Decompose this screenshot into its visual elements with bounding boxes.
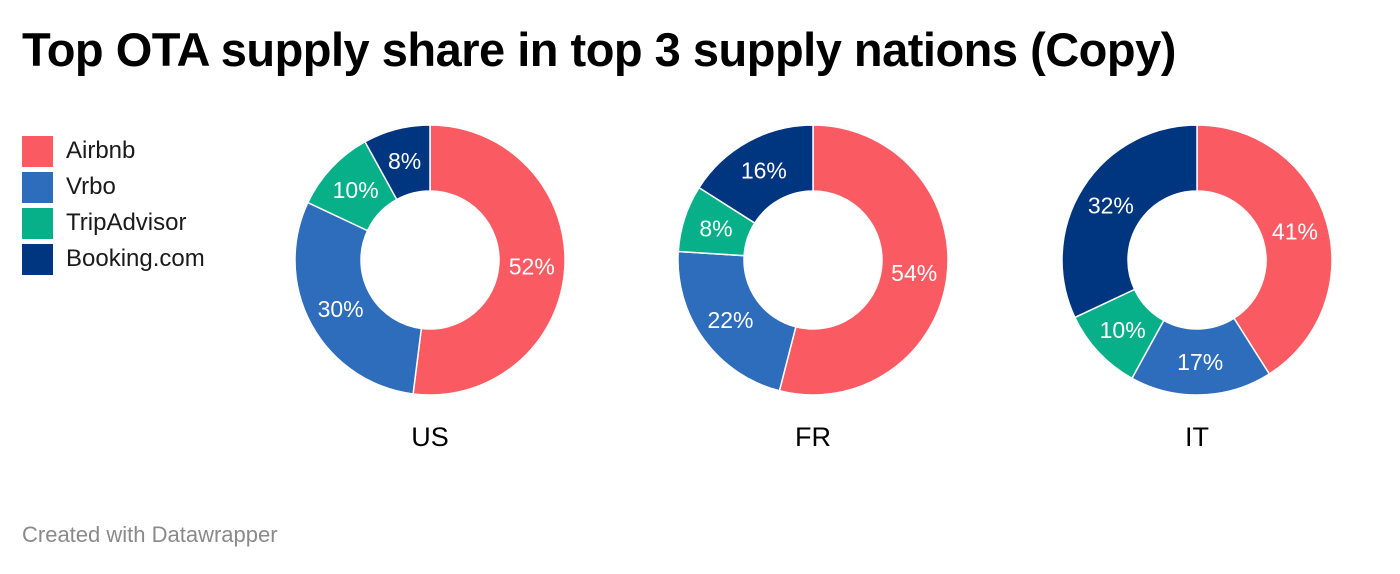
legend-swatch-booking — [22, 243, 53, 275]
data-label-it-tripadvisor: 10% — [1100, 317, 1146, 343]
data-label-us-booking-com: 8% — [388, 148, 421, 174]
slice-it-booking-com — [1061, 124, 1198, 319]
donut-fr: 54% 22% 8% 16% FR — [677, 124, 949, 452]
legend-item-tripadvisor: TripAdvisor — [22, 205, 205, 241]
data-label-us-vrbo: 30% — [318, 296, 364, 322]
data-label-it-airbnb: 41% — [1272, 219, 1318, 245]
chart-title: Top OTA supply share in top 3 supply nat… — [22, 23, 1176, 76]
slice-fr-vrbo — [677, 250, 797, 392]
data-label-fr-airbnb: 54% — [891, 260, 937, 286]
legend-label-airbnb: Airbnb — [66, 137, 136, 164]
data-label-us-airbnb: 52% — [509, 253, 555, 279]
slice-fr-airbnb — [778, 124, 949, 396]
donut-it: 41% 17% 10% 32% IT — [1061, 124, 1333, 452]
data-label-fr-booking-com: 16% — [741, 158, 787, 184]
slice-us-booking-com — [363, 124, 431, 201]
donut-label-fr: FR — [795, 422, 831, 452]
legend-swatch-airbnb — [22, 135, 53, 167]
legend: Airbnb Vrbo TripAdvisor Booking.com — [22, 133, 205, 277]
legend-item-vrbo: Vrbo — [22, 169, 205, 205]
legend-swatch-tripadvisor — [22, 207, 53, 239]
donut-label-us: US — [411, 422, 449, 452]
data-label-fr-vrbo: 22% — [707, 307, 753, 333]
data-label-fr-tripadvisor: 8% — [699, 215, 732, 241]
data-label-it-vrbo: 17% — [1177, 349, 1223, 375]
legend-label-tripadvisor: TripAdvisor — [66, 209, 187, 236]
slice-it-airbnb — [1196, 124, 1333, 376]
slice-us-vrbo — [294, 201, 423, 395]
legend-item-booking: Booking.com — [22, 241, 205, 277]
slice-us-airbnb — [412, 124, 566, 396]
legend-item-airbnb: Airbnb — [22, 133, 205, 169]
legend-swatch-vrbo — [22, 171, 53, 203]
legend-label-vrbo: Vrbo — [66, 173, 116, 200]
legend-label-booking: Booking.com — [66, 245, 205, 272]
data-label-us-tripadvisor: 10% — [333, 177, 379, 203]
donut-label-it: IT — [1185, 422, 1209, 452]
data-label-it-booking-com: 32% — [1088, 192, 1134, 218]
donut-us: 52% 30% 10% 8% US — [294, 124, 566, 452]
footer-credit: Created with Datawrapper — [22, 522, 278, 547]
slice-fr-booking-com — [697, 124, 814, 225]
